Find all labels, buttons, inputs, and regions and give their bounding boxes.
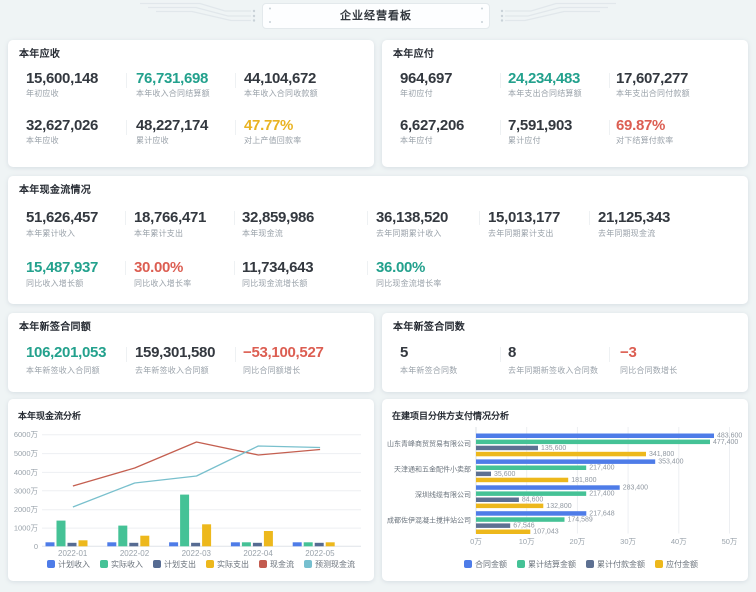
svg-text:217,648: 217,648	[589, 510, 614, 517]
svg-text:2022-02: 2022-02	[120, 549, 150, 556]
svg-text:1000万: 1000万	[14, 524, 39, 533]
svg-text:353,400: 353,400	[658, 459, 683, 466]
svg-text:2022-03: 2022-03	[182, 549, 212, 556]
svg-text:341,800: 341,800	[649, 451, 674, 458]
svg-text:217,400: 217,400	[589, 465, 614, 472]
svg-text:132,800: 132,800	[546, 503, 571, 510]
svg-text:30万: 30万	[620, 537, 636, 546]
svg-text:山东青峰商贸贸易有限公司: 山东青峰商贸贸易有限公司	[387, 439, 471, 448]
svg-text:107,043: 107,043	[533, 529, 558, 536]
svg-text:35,600: 35,600	[494, 471, 516, 478]
svg-text:50万: 50万	[722, 537, 738, 546]
svg-text:174,589: 174,589	[568, 517, 593, 524]
svg-text:283,400: 283,400	[623, 485, 648, 492]
svg-text:天津通和五金配件小卖部: 天津通和五金配件小卖部	[394, 465, 471, 474]
svg-text:10万: 10万	[519, 537, 535, 546]
svg-text:181,800: 181,800	[571, 477, 596, 484]
svg-text:2022-01: 2022-01	[58, 549, 88, 556]
svg-text:217,400: 217,400	[589, 491, 614, 498]
svg-text:0万: 0万	[470, 537, 482, 546]
svg-text:67,546: 67,546	[513, 523, 535, 530]
svg-text:6000万: 6000万	[14, 430, 39, 439]
svg-text:20万: 20万	[569, 537, 585, 546]
svg-text:4000万: 4000万	[14, 468, 39, 477]
svg-text:0: 0	[34, 542, 38, 551]
svg-text:深圳线缆有限公司: 深圳线缆有限公司	[415, 490, 471, 499]
svg-text:135,600: 135,600	[541, 445, 566, 452]
svg-text:成都佐伊混凝土搅拌站公司: 成都佐伊混凝土搅拌站公司	[387, 516, 471, 525]
svg-text:483,600: 483,600	[717, 433, 742, 440]
svg-text:477,400: 477,400	[713, 439, 738, 446]
svg-text:2022-05: 2022-05	[305, 549, 335, 556]
svg-text:2022-04: 2022-04	[243, 549, 273, 556]
svg-text:3000万: 3000万	[14, 486, 39, 495]
svg-text:40万: 40万	[671, 537, 687, 546]
svg-text:84,600: 84,600	[522, 497, 544, 504]
svg-text:5000万: 5000万	[14, 449, 39, 458]
svg-text:2000万: 2000万	[14, 505, 39, 514]
